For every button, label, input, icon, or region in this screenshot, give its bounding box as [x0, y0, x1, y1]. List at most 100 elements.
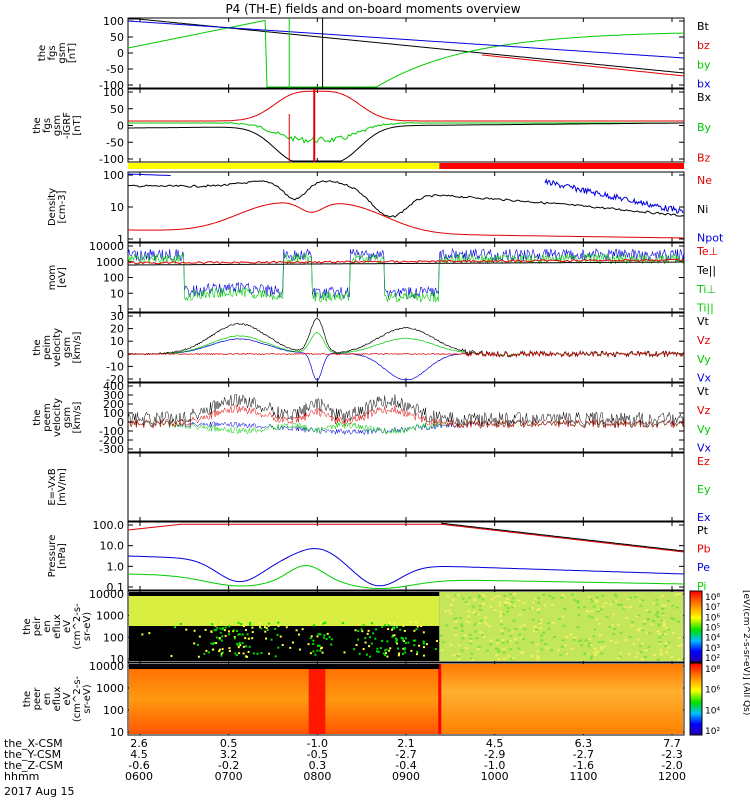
legend-ti⊥: Ti⊥ — [696, 283, 716, 296]
series-line — [127, 173, 171, 176]
y-tick-label: 10 — [110, 653, 124, 666]
colorbar-tick: 10⁵ — [705, 624, 720, 634]
y-tick-label: 10.0 — [100, 540, 125, 553]
y-tick-label: -10 — [106, 360, 124, 373]
y-axis-label: the fgs gsm [nT] — [37, 42, 78, 63]
date-label: 2017 Aug 15 — [4, 785, 74, 798]
svg-text:[nT]: [nT] — [72, 115, 83, 135]
legend-te||: Te|| — [696, 264, 716, 277]
y-tick-label: 100 — [103, 15, 124, 28]
ephemeris-value: 0.3 — [309, 759, 327, 772]
y-tick-label: 100 — [103, 704, 124, 717]
ephemeris-value: 0900 — [392, 770, 420, 783]
y-tick-label: 20 — [110, 323, 124, 336]
y-tick-label: 100 — [103, 86, 124, 99]
ephemeris-value: -0.6 — [128, 759, 149, 772]
spectrogram-peer-core — [308, 664, 326, 734]
svg-text:sr-eV): sr-eV) — [82, 612, 93, 641]
panel-efield: E=-VxB [mV/m] Ez Ey Ex — [47, 452, 711, 524]
panel-fgs: 100 50 0 -50 -100 the fgs gsm [nT] Bt bz by bx — [37, 15, 711, 92]
svg-text:eflux: eflux — [52, 614, 63, 639]
panel-density: 100 10 1 Density [cm-3] Ne Ni Npot — [47, 169, 724, 246]
y-tick-label: -50 — [106, 63, 124, 76]
svg-text:fgs: fgs — [47, 45, 58, 60]
legend-vy: Vy — [697, 423, 711, 436]
svg-text:[cm-3]: [cm-3] — [57, 190, 68, 223]
y-tick-label: 0 — [117, 348, 124, 361]
ephemeris-value: -2.0 — [661, 759, 682, 772]
y-tick-label: -100 — [99, 425, 124, 438]
y-tick-label: 100.0 — [93, 519, 125, 532]
legend-pe: Pe — [697, 561, 710, 574]
panel-fgs_igrf: 100 50 0 -50 -100 the fgs gsm -IGRF [nT] Bx By Bz — [32, 86, 712, 166]
ephemeris-value: -0.2 — [218, 759, 239, 772]
svg-text:gsm: gsm — [62, 337, 73, 358]
spectrogram-peer-right — [439, 664, 683, 734]
y-tick-label: -20 — [106, 373, 124, 386]
orbit-bar-yellow — [128, 163, 440, 169]
ephemeris-value: 4.5 — [486, 737, 504, 750]
svg-text:gsm: gsm — [57, 42, 68, 63]
ephemeris-row-label: the_Y-CSM — [4, 748, 61, 761]
svg-text:the: the — [22, 691, 33, 707]
legend-pi: Pi — [697, 580, 706, 593]
y-tick-label: 1 — [117, 303, 124, 316]
legend-te⊥: Te⊥ — [696, 245, 718, 258]
series-line — [544, 178, 685, 215]
y-tick-label: 10000 — [89, 588, 124, 601]
ephemeris-value: -2.9 — [484, 748, 505, 761]
colorbar — [689, 662, 703, 736]
spectrogram-peir-band — [129, 596, 440, 626]
legend-pt: Pt — [697, 524, 709, 537]
y-tick-label: 100 — [103, 407, 124, 420]
svg-text:[nPa]: [nPa] — [57, 543, 68, 569]
series-line — [128, 122, 684, 144]
ephemeris-value: 1000 — [481, 770, 509, 783]
legend-by: By — [697, 121, 712, 134]
svg-text:Pressure: Pressure — [47, 535, 58, 578]
svg-text:gsm: gsm — [62, 407, 73, 428]
ephemeris-value: -2.7 — [573, 748, 594, 761]
legend-ez: Ez — [697, 455, 710, 468]
legend-vt: Vt — [697, 385, 710, 398]
legend-bx: bx — [697, 78, 711, 91]
y-axis-label: mom [eV] — [47, 265, 68, 291]
svg-text:eV: eV — [62, 620, 73, 633]
colorbar-label: [eV/(cm^2-s-sr-eV)] (All Qs) — [741, 590, 750, 715]
panel-temp: 10000 1000 100 10 1 mom [eV] Te⊥ Te|| Ti⊥ Ti|| — [47, 240, 718, 316]
legend-bt: Bt — [697, 20, 710, 33]
colorbar-tick: 10⁶ — [705, 613, 720, 623]
svg-text:peim: peim — [42, 335, 53, 360]
legend-vy: Vy — [697, 353, 711, 366]
plot-title: P4 (TH-E) fields and on-board moments ov… — [225, 2, 520, 16]
series-line — [127, 350, 685, 358]
svg-text:(cm^2-s-: (cm^2-s- — [72, 603, 83, 650]
ephemeris-value: 2.1 — [397, 737, 415, 750]
series-line — [127, 317, 685, 358]
svg-text:gsm: gsm — [52, 115, 63, 136]
y-tick-label: 10000 — [89, 660, 124, 673]
svg-text:velocity: velocity — [52, 328, 63, 367]
panel-peer_spec: 10000 1000 100 10 the peer en eflux eV (cm^2-s-sr… — [22, 660, 685, 739]
legend-bz: bz — [697, 39, 710, 52]
y-tick-label: 100 — [103, 631, 124, 644]
y-tick-label: 50 — [110, 103, 124, 116]
svg-text:peem: peem — [42, 403, 53, 431]
y-tick-label: 0 — [117, 120, 124, 133]
colorbar-tick: 10³ — [705, 644, 720, 654]
svg-text:[km/s]: [km/s] — [72, 401, 83, 433]
legend-vx: Vx — [697, 442, 712, 455]
y-axis-label: the peer en eflux eV (cm^2-s-sr-eV) — [22, 675, 93, 722]
legend-vz: Vz — [697, 334, 711, 347]
series-line — [127, 393, 685, 427]
svg-text:peir: peir — [32, 616, 43, 636]
svg-text:peer: peer — [32, 687, 43, 711]
legend-ex: Ex — [697, 511, 711, 524]
legend-bz: Bz — [697, 151, 711, 164]
y-tick-label: 0 — [117, 47, 124, 60]
panel-pressure: 100.0 10.0 1.0 0.1 Pressure [nPa] Pt Pb Pe Pi — [47, 519, 711, 594]
ephemeris-value: 3.2 — [220, 748, 238, 761]
legend-pb: Pb — [697, 543, 711, 556]
